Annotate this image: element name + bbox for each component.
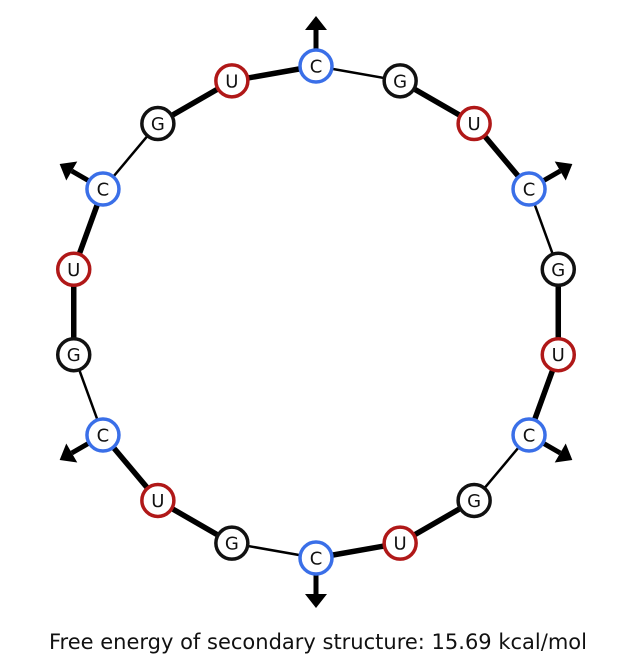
nucleotide-letter: U xyxy=(225,71,238,92)
arrow-head xyxy=(305,594,327,608)
nucleotide-letter: G xyxy=(393,71,407,92)
nucleotide-G: G xyxy=(140,105,176,142)
nucleotide-letter: C xyxy=(97,180,110,201)
backbone xyxy=(70,63,562,561)
nucleotide-G: G xyxy=(382,63,418,99)
nucleotide-U: U xyxy=(214,63,250,99)
nucleotide-U: U xyxy=(540,336,577,373)
nucleotide-letter: C xyxy=(523,426,536,447)
nucleotide-circle xyxy=(85,171,121,207)
nucleotide-G: G xyxy=(55,336,92,373)
nucleotide-letter: U xyxy=(552,345,565,366)
arrow-head xyxy=(59,443,78,463)
nucleotide-letter: G xyxy=(467,491,481,512)
nucleotide-circle xyxy=(511,171,547,207)
nucleotide-letter: G xyxy=(151,114,165,135)
arrow-head xyxy=(554,443,573,463)
nucleotide-circle xyxy=(140,105,176,142)
nucleotide-C: C xyxy=(298,540,334,576)
arrow-shaft xyxy=(70,440,91,456)
free-energy-caption: Free energy of secondary structure: 15.6… xyxy=(49,630,587,654)
nucleotide-G: G xyxy=(540,251,577,288)
arrow-shaft xyxy=(541,440,562,456)
nucleotide-letter: U xyxy=(394,534,407,555)
nucleotide-circle xyxy=(298,540,334,576)
nucleotide-circle xyxy=(382,63,418,99)
nucleotide-letter: C xyxy=(97,426,110,447)
arrow-group xyxy=(59,16,573,608)
nucleotide-letter: G xyxy=(67,345,81,366)
nucleotide-C: C xyxy=(511,417,547,453)
nucleotide-U: U xyxy=(55,251,92,288)
nucleotide-letter: U xyxy=(151,491,164,512)
nucleotide-circle xyxy=(214,525,250,561)
nucleotide-circle xyxy=(511,417,547,453)
nucleotide-circle xyxy=(55,336,92,373)
nucleotide-letter: U xyxy=(468,114,481,135)
nucleotide-circle xyxy=(456,482,492,519)
nucleotide-letter: U xyxy=(67,260,80,281)
nucleotide-circle xyxy=(214,63,250,99)
nucleotide-circle xyxy=(540,336,577,373)
nucleotide-circle xyxy=(382,525,418,561)
nucleotide-circle xyxy=(55,251,92,288)
nucleotide-circle xyxy=(540,251,577,288)
arrow-shaft xyxy=(70,168,91,184)
arrow-head xyxy=(554,161,573,181)
nucleotide-circle xyxy=(140,482,176,519)
nucleotide-letter: C xyxy=(523,180,536,201)
nucleotide-U: U xyxy=(382,525,418,561)
nucleotide-group: C G U C G U C G U C G U C G U C G U xyxy=(55,48,577,576)
arrow-shaft xyxy=(541,168,562,184)
nucleotide-letter: G xyxy=(551,260,565,281)
arrow-head xyxy=(59,161,78,181)
nucleotide-G: G xyxy=(214,525,250,561)
nucleotide-C: C xyxy=(85,417,121,453)
nucleotide-letter: C xyxy=(310,57,323,78)
nucleotide-C: C xyxy=(298,48,334,84)
arrow-head xyxy=(305,16,327,30)
nucleotide-circle xyxy=(456,105,492,142)
nucleotide-C: C xyxy=(511,171,547,207)
nucleotide-letter: C xyxy=(310,549,323,570)
nucleotide-U: U xyxy=(456,105,492,142)
nucleotide-letter: G xyxy=(225,534,239,555)
nucleotide-G: G xyxy=(456,482,492,519)
nucleotide-circle xyxy=(85,417,121,453)
nucleotide-C: C xyxy=(85,171,121,207)
nucleotide-circle xyxy=(298,48,334,84)
nucleotide-U: U xyxy=(140,482,176,519)
